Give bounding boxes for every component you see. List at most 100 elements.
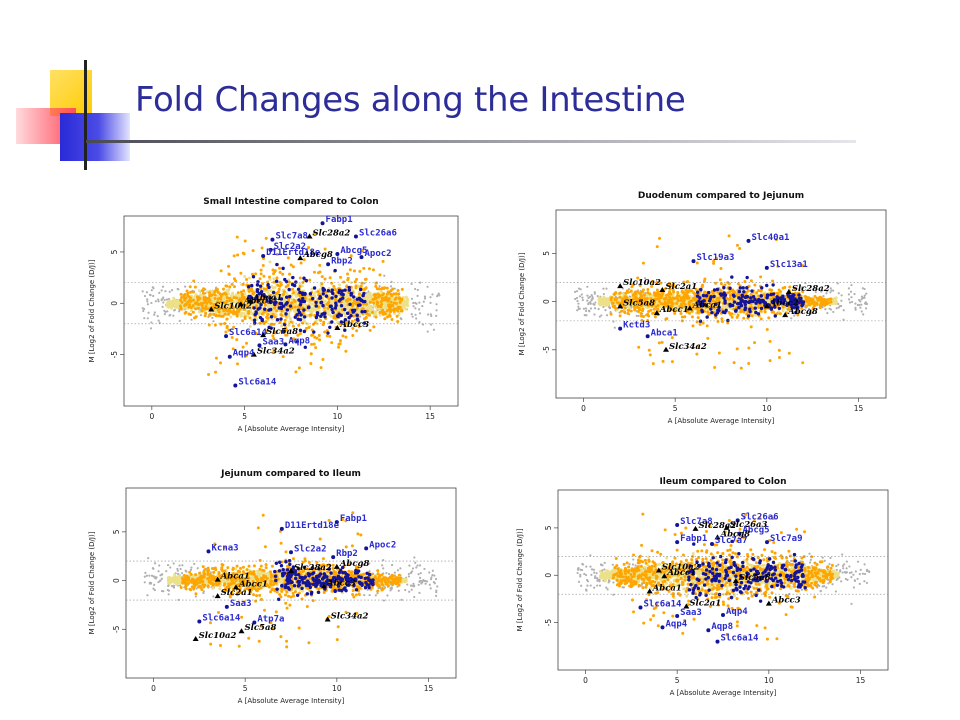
gene-marker-dot (224, 604, 229, 609)
gene-label: Abca1 (651, 328, 678, 338)
gene-marker-dot (233, 383, 238, 388)
gene-marker-triangle (233, 584, 239, 590)
gene-label: Apoc2 (369, 540, 396, 550)
gene-label: Abca1 (220, 572, 250, 582)
gene-label: Slc10a2 (214, 301, 252, 311)
x-tick-label: 10 (333, 412, 343, 421)
gene-marker-triangle (324, 616, 331, 622)
gene-label: Abca1 (252, 293, 282, 303)
x-tick-label: 15 (856, 676, 866, 685)
gene-marker-dot (261, 254, 266, 259)
gene-marker-dot (737, 531, 742, 536)
plot-title: Ileum compared to Colon (659, 477, 786, 487)
gene-label: Abca1 (692, 300, 722, 310)
gene-label: Abcg8 (787, 307, 818, 317)
gene-marker-triangle (237, 301, 244, 307)
gene-marker-dot (710, 542, 714, 546)
gene-label: Abcc1 (659, 305, 689, 315)
gene-label: Aqp4 (666, 619, 688, 629)
gene-marker-triangle (659, 287, 666, 293)
gene-marker-dot (331, 555, 336, 560)
deco-vertical-line (84, 60, 87, 170)
gene-marker-dot (289, 550, 293, 555)
gene-label: Kctd3 (623, 321, 650, 331)
gene-marker-dot (257, 343, 262, 348)
gene-label: Abcg8 (302, 250, 333, 260)
gene-label: Aqp4 (233, 349, 255, 359)
gene-label: Slc26a6 (359, 229, 397, 239)
gene-label: Slc26a6 (741, 512, 779, 522)
x-tick-label: 10 (764, 676, 774, 685)
gene-marker-dot (691, 259, 696, 264)
gene-label: Slc6a14 (238, 377, 277, 387)
chart-small-intestine-vs-colon: Small Intestine compared to Colon Fabp1 Sl… (82, 180, 470, 442)
gene-marker-triangle (208, 306, 215, 312)
gene-marker-dot (618, 326, 623, 331)
gene-label: Slc34a2 (669, 342, 707, 352)
gene-marker-triangle (686, 305, 693, 311)
gene-marker-dot (638, 605, 643, 610)
gene-marker-triangle (655, 567, 662, 573)
y-tick-label: -5 (542, 346, 551, 354)
gene-marker-triangle (683, 603, 690, 609)
title-rule (86, 140, 856, 143)
gene-marker-dot (721, 613, 725, 618)
y-axis-label: M [Log2 of Fold Change (D/J)] (516, 528, 524, 631)
x-tick-label: 0 (149, 412, 154, 421)
gene-marker-dot (675, 523, 680, 528)
gene-label: Abcc1 (238, 579, 268, 589)
gene-label: Fabp1 (340, 514, 367, 524)
gene-label: Abcg5 (743, 526, 770, 536)
y-tick-label: 5 (110, 249, 119, 254)
gene-marker-dot (706, 628, 711, 633)
gene-label: Abcc3 (771, 596, 801, 606)
gene-marker-triangle (214, 576, 221, 582)
gene-label: Slc2a1 (689, 599, 721, 609)
gene-marker-triangle (333, 563, 340, 569)
gene-label: Slc26a3 (730, 520, 768, 530)
gene-marker-triangle (663, 346, 669, 352)
gene-marker-dot (320, 221, 325, 226)
gene-label: Slc5a8 (245, 623, 277, 633)
y-tick-label: 0 (110, 301, 119, 306)
y-tick-label: 0 (112, 578, 121, 583)
gene-marker-dot (353, 234, 358, 239)
gene-label: Slc2a2 (294, 544, 327, 554)
gene-label: Slc5a8 (266, 327, 298, 337)
gene-marker-triangle (306, 233, 313, 239)
x-tick-label: 10 (762, 404, 772, 413)
gene-marker-dot (268, 247, 273, 252)
gene-marker-triangle (192, 636, 199, 642)
y-tick-label: -5 (112, 625, 121, 633)
x-tick-label: 0 (583, 676, 588, 685)
x-tick-label: 5 (242, 412, 247, 421)
gene-marker-dot (765, 540, 769, 545)
x-axis-label: A [Absolute Average Intensity] (668, 417, 775, 425)
gene-label: Slc28a2 (313, 229, 351, 239)
gene-marker-dot (715, 639, 720, 644)
gene-marker-dot (364, 546, 369, 551)
gene-marker-triangle (321, 583, 327, 589)
gene-label: Aqp8 (711, 622, 733, 632)
gene-label: Kcna3 (212, 543, 239, 553)
y-axis-label: M [Log2 of Fold Change (D/J)] (88, 531, 96, 634)
gene-label: Slc28a2 (294, 563, 332, 573)
gene-marker-dot (335, 252, 340, 256)
gene-label: Slc6a14 (202, 613, 241, 623)
gene-label: Aqp8 (288, 336, 310, 346)
x-tick-label: 0 (581, 404, 586, 413)
gene-label: Abcc2 (769, 298, 799, 308)
gene-label: Apoc2 (365, 249, 392, 259)
gene-label: Slc2a1 (665, 282, 697, 292)
gene-marker-triangle (288, 567, 294, 573)
gene-label: Abcc3 (339, 320, 369, 330)
gene-label: Saa3 (680, 608, 702, 618)
plot-title: Small Intestine compared to Colon (203, 197, 378, 207)
chart-duodenum-vs-jejunum: Duodenum compared to Jejunum Slc40a1 Slc19… (512, 180, 898, 438)
scatter-points (143, 511, 439, 649)
chart-jejunum-vs-ileum: Jejunum compared to Ileum Fabp1 D11Ertd18e… (82, 458, 470, 720)
gene-label: Slc34a2 (331, 612, 369, 622)
gene-marker-triangle (238, 628, 245, 634)
gene-marker-triangle (297, 255, 304, 261)
gene-label: Abcg8 (720, 529, 751, 539)
